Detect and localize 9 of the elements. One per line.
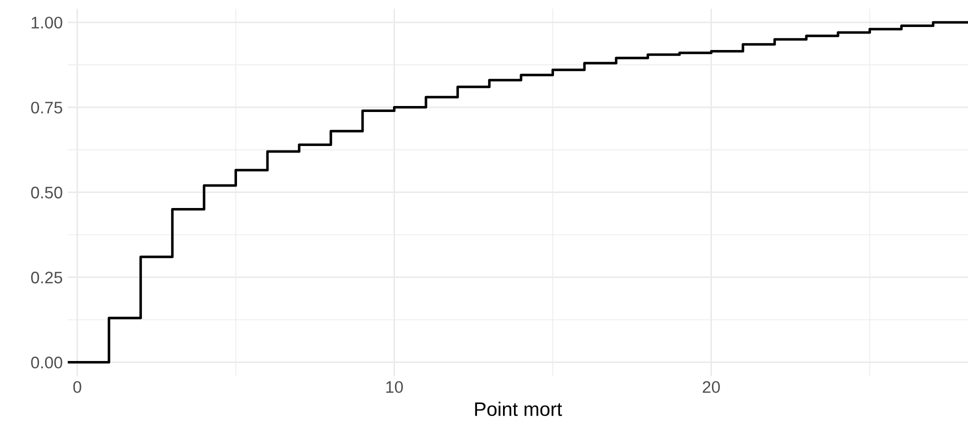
x-axis-title: Point mort bbox=[475, 402, 562, 416]
x-tick-label: 0 bbox=[73, 381, 82, 393]
y-tick-label: 0.50 bbox=[31, 186, 62, 198]
x-tick-label: 20 bbox=[702, 381, 720, 393]
y-tick-label: 0.25 bbox=[31, 272, 62, 284]
x-tick-label: 10 bbox=[386, 381, 403, 393]
y-tick-label: 0.75 bbox=[31, 102, 62, 114]
y-tick-label: 0.00 bbox=[31, 356, 62, 368]
y-tick-label: 1.00 bbox=[32, 16, 62, 29]
